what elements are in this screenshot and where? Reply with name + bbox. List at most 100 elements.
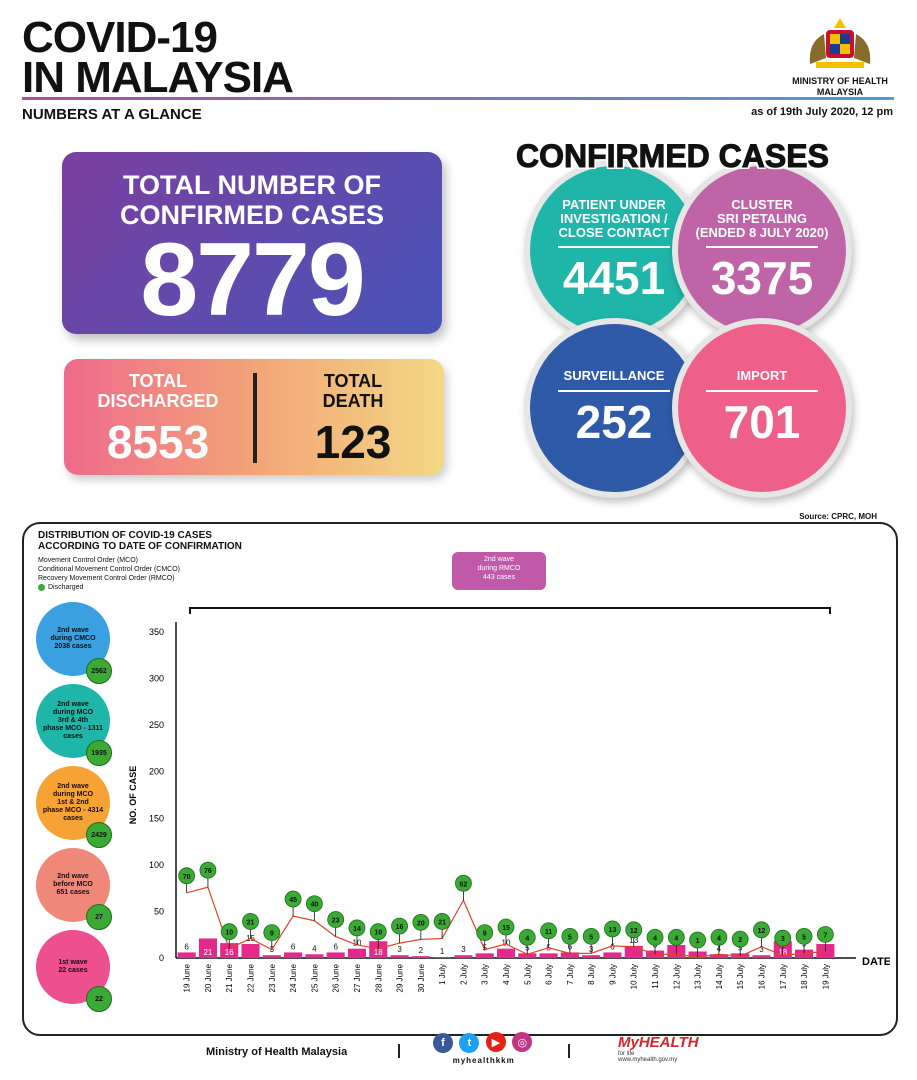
ministry-line-2: MALAYSIA [816,87,864,97]
side-wave-text: phase MCO - 1311 cases [43,725,103,740]
x-tick-label: 25 June [310,963,319,992]
pui-label: PATIENT UNDER INVESTIGATION / CLOSE CONT… [530,196,698,242]
x-tick-label: 2 July [459,964,468,985]
bar [475,953,494,958]
discharged-value-label: 2 [738,937,742,944]
footer-divider [398,1044,400,1058]
legend-mco: Movement Control Order (MCO) [38,557,138,564]
legend-discharged-label: Discharged [48,584,84,591]
bar [198,938,217,958]
chart-title: DISTRIBUTION OF COVID-19 CASES ACCORDING… [38,530,242,552]
title-line-2: IN MALAYSIA [22,53,294,102]
discharged-value-label: 12 [758,928,766,935]
social-handle[interactable]: myhealthkkm [452,1055,515,1065]
discharged-value-label: 1 [696,938,700,945]
bar-value-label: 1 [440,947,445,956]
x-tick-label: 21 June [225,963,234,992]
side-wave-text: 3rd & 4th [57,717,89,724]
bar-value-label: 2 [419,946,424,955]
total-label-line-2: CONFIRMED CASES [119,200,384,230]
discharged-bubble [199,861,217,879]
wave-rmco-line-1: 2nd wave [484,556,514,563]
import-label: IMPORT [736,368,788,383]
bar-value-label: 6 [184,942,189,951]
bar [347,948,367,958]
side-wave-discharged-badge: 2562 [86,658,112,684]
ministry-label: MINISTRY OF HEALTH MALAYSIA [765,76,915,98]
bar [709,954,728,958]
discharged-bubble [476,924,494,942]
discharged-value-label: 9 [270,931,274,938]
bar [369,941,388,958]
discharged-value-label: 76 [204,868,212,875]
youtube-icon[interactable]: ▶ [485,1032,506,1052]
instagram-icon[interactable]: ◎ [512,1032,533,1052]
side-wave-text: 1st wave [58,959,88,966]
discharged-bubble [774,929,792,947]
twitter-icon[interactable]: t [459,1032,480,1053]
x-tick-label: 5 July [523,964,532,985]
x-tick-label: 26 June [332,963,341,992]
myhealth-tagline: for life [618,1051,635,1057]
discharged-value-label: 5 [589,934,593,941]
import-circle: IMPORT 701 [672,318,852,498]
total-confirmed-value: 8779 [140,222,365,338]
x-tick-label: 24 June [289,963,298,992]
bar [603,952,622,958]
myhealth-logo: MyHEALTH for life www.myhealth.gov.my [618,1034,699,1063]
discharged-bubble [348,919,366,937]
discharged-value-label: 62 [460,881,468,888]
bar-value-label: 3 [759,945,764,954]
legend-discharged: Discharged [38,583,180,592]
facebook-icon[interactable]: f [433,1032,453,1053]
x-tick-label: 30 June [417,963,426,992]
discharged-dot-icon [38,584,45,591]
title-line-1: COVID-19 [22,13,218,62]
bar [305,954,324,958]
discharged-bubble [795,927,813,945]
pui-divider [558,246,670,248]
myhealth-url[interactable]: www.myhealth.gov.my [618,1057,678,1063]
surveillance-label: SURVEILLANCE [563,368,665,383]
discharged-value-label: 23 [332,918,340,925]
bar [496,948,516,958]
x-tick-label: 8 July [587,964,596,985]
pui-label-line-1: PATIENT UNDER [562,197,666,212]
side-wave-text: 651 cases [56,889,90,896]
chart-title-line-1: DISTRIBUTION OF COVID-19 CASES [38,530,212,541]
pui-value: 4451 [562,252,666,304]
death-value: 123 [314,416,392,468]
myhealth-brand: MyHEALTH [618,1034,699,1051]
x-tick-label: 10 July [630,964,639,989]
pui-label-line-2: INVESTIGATION / [560,211,668,226]
discharged-value-label: 13 [609,927,617,934]
bar-value-label: 3 [397,945,402,954]
chart-legend: Movement Control Order (MCO) Conditional… [38,556,180,592]
subtitle: NUMBERS AT A GLANCE [22,106,202,123]
y-axis-title: NO. OF CASE [128,766,138,825]
bar-value-label: 6 [333,942,338,951]
x-tick-label: 4 July [502,964,511,985]
cluster-divider [706,246,818,248]
death-label-line-1: TOTAL [323,371,383,391]
x-tick-label: 14 July [715,964,724,989]
y-tick-label: 150 [149,813,164,823]
discharged-value-label: 15 [502,925,510,932]
discharged-bubble [731,930,749,948]
discharged-bubble [327,911,345,928]
death-label: TOTAL DEATH [278,371,428,411]
bar [624,945,643,958]
side-wave-text: 2038 cases [54,643,92,650]
x-tick-label: 1 July [438,964,447,985]
side-wave-discharged-badge: 1935 [86,740,112,766]
as-of-date: as of 19th July 2020, 12 pm [751,106,893,118]
bar-value-label: 3 [461,945,466,954]
x-tick-label: 22 June [247,963,256,992]
x-tick-label: 27 June [353,963,362,992]
x-tick-label: 13 July [694,964,703,989]
x-tick-label: 16 July [757,964,766,989]
x-tick-label: 3 July [481,964,490,985]
discharged-bubble [263,924,281,942]
x-tick-label: 28 June [374,963,383,992]
total-confirmed-label: TOTAL NUMBER OF CONFIRMED CASES [62,170,442,230]
